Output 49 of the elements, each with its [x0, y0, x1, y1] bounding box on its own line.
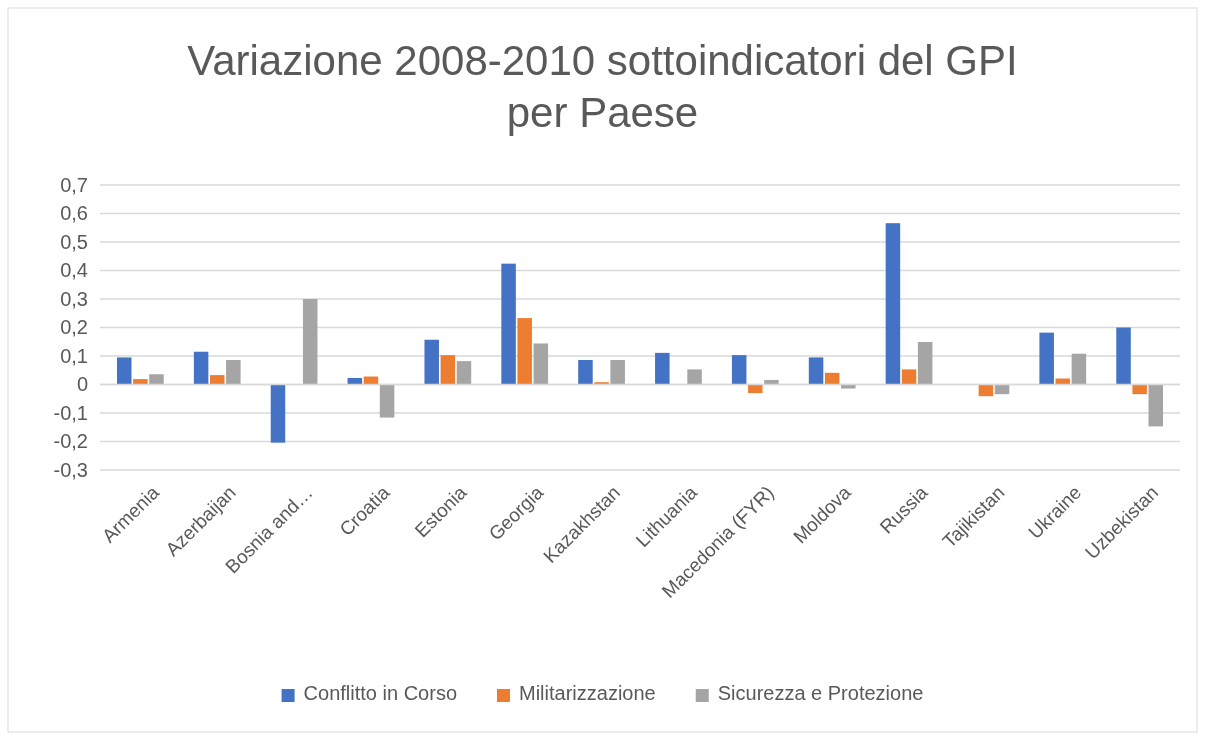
bar: [655, 352, 670, 385]
bar: [901, 369, 917, 385]
y-tick-label: -0,1: [53, 401, 88, 424]
bar: [764, 379, 779, 385]
y-tick-label: 0,5: [60, 230, 88, 253]
y-tick-label: 0: [76, 373, 88, 396]
y-tick-label: 0,7: [60, 173, 88, 196]
bar: [687, 369, 702, 385]
bar: [533, 343, 549, 385]
bar: [116, 357, 132, 385]
bar: [149, 374, 164, 385]
bar: [1148, 384, 1164, 427]
bar: [270, 384, 286, 443]
bar: [885, 223, 901, 385]
bar: [209, 375, 225, 385]
bar: [1116, 327, 1131, 385]
y-tick-label: -0,3: [53, 458, 88, 481]
bar: [731, 355, 747, 385]
bar: [456, 361, 472, 385]
legend-label: Conflitto in Corso: [303, 682, 458, 704]
y-tick-label: 0,1: [60, 344, 88, 367]
bar: [440, 355, 456, 385]
y-tick-label: 0,3: [60, 287, 88, 310]
y-tick-label: 0,4: [60, 259, 88, 282]
y-tick-label: 0,6: [60, 202, 88, 225]
y-tick-label: 0,2: [60, 316, 88, 339]
bar: [610, 359, 625, 385]
bar: [1132, 384, 1147, 395]
legend-label: Sicurezza e Protezione: [717, 682, 924, 704]
bar: [978, 384, 994, 397]
bar: [594, 382, 609, 385]
bar: [1071, 353, 1087, 385]
y-tick-label: -0,2: [53, 430, 88, 453]
bar: [578, 359, 593, 385]
bar: [748, 384, 763, 394]
bar: [808, 357, 824, 385]
bar: [379, 384, 395, 418]
legend-label: Militarizzazione: [519, 682, 656, 704]
bar: [193, 351, 209, 385]
bar: [1039, 332, 1054, 385]
bar: [133, 379, 148, 385]
bar: [517, 318, 532, 385]
bar: [824, 372, 840, 385]
bar: [917, 342, 933, 385]
bar: [226, 359, 241, 385]
chart-title: Variazione 2008-2010 sottoindicatori del GPI per Paese: [187, 37, 1018, 136]
bar: [302, 299, 318, 385]
bar: [424, 339, 439, 385]
bar: [501, 263, 516, 385]
